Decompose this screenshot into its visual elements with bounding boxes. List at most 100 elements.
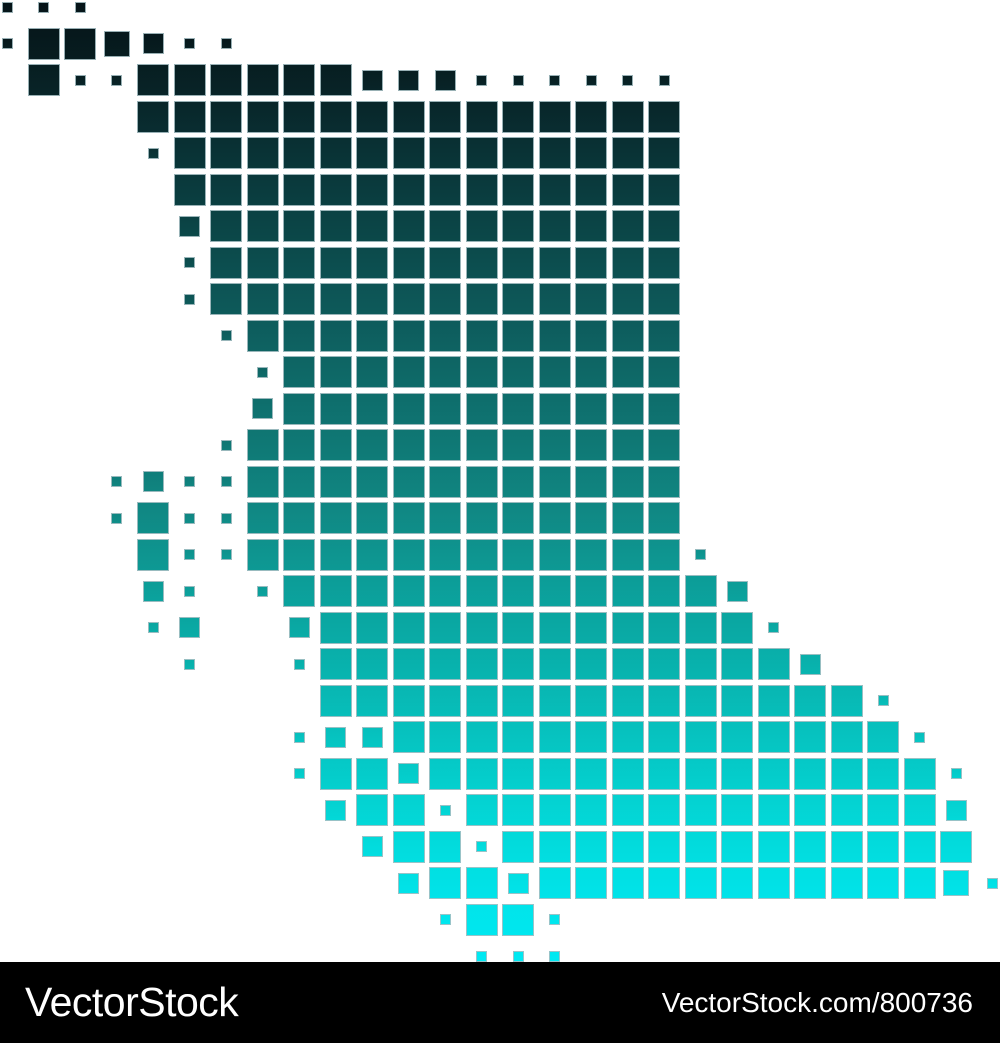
map-square (246, 137, 279, 169)
map-square (173, 100, 206, 133)
map-square (502, 173, 534, 206)
map-square (246, 502, 279, 534)
map-square (538, 648, 571, 680)
map-square (648, 100, 680, 133)
map-square (137, 538, 169, 571)
map-square (392, 283, 425, 315)
map-square (502, 465, 534, 498)
map-square (611, 319, 644, 352)
map-square (246, 64, 279, 96)
map-square (319, 137, 352, 169)
map-square (465, 757, 498, 790)
map-square (721, 611, 753, 644)
map-square (356, 137, 388, 169)
map-square (721, 648, 753, 680)
map-square (392, 794, 425, 826)
map-square (356, 757, 388, 790)
map-square (611, 210, 644, 242)
map-square (695, 549, 706, 560)
map-square (429, 137, 461, 169)
map-square (465, 867, 498, 899)
map-square (257, 585, 268, 597)
map-square (502, 210, 534, 242)
map-square (319, 64, 352, 96)
map-square (721, 684, 753, 717)
map-square (575, 575, 607, 607)
map-square (611, 575, 644, 607)
map-square (356, 465, 388, 498)
map-square (903, 757, 936, 790)
map-square (184, 658, 195, 670)
map-square (392, 502, 425, 534)
map-square (538, 319, 571, 352)
map-square (538, 283, 571, 315)
map-square (575, 283, 607, 315)
map-square (392, 100, 425, 133)
map-square (611, 648, 644, 680)
map-square (283, 538, 315, 571)
map-square (575, 356, 607, 388)
map-square (575, 137, 607, 169)
map-square (502, 757, 534, 790)
map-square (210, 210, 242, 242)
map-square (575, 648, 607, 680)
map-square (465, 137, 498, 169)
map-square (465, 429, 498, 461)
map-square (465, 392, 498, 425)
map-square (940, 830, 972, 863)
map-square (356, 392, 388, 425)
map-square (398, 69, 419, 91)
map-square (356, 575, 388, 607)
map-square (111, 476, 122, 487)
map-square (903, 794, 936, 826)
map-square (465, 465, 498, 498)
map-square (830, 721, 863, 753)
image-credit-text: VectorStock.com/800736 (661, 986, 973, 1018)
map-square (476, 74, 487, 86)
map-square (538, 246, 571, 279)
map-square (648, 356, 680, 388)
map-square (283, 100, 315, 133)
map-square (611, 100, 644, 133)
map-square (465, 903, 498, 936)
map-square (283, 64, 315, 96)
map-square (502, 794, 534, 826)
map-square (293, 768, 305, 779)
map-square (538, 429, 571, 461)
map-square (502, 538, 534, 571)
map-square (575, 465, 607, 498)
map-square (648, 867, 680, 899)
map-square (293, 731, 305, 743)
map-square (429, 538, 461, 571)
map-square (210, 100, 242, 133)
map-square (142, 471, 164, 492)
map-square (147, 622, 159, 633)
map-square (476, 950, 487, 962)
map-square (903, 867, 936, 899)
map-square (611, 538, 644, 571)
map-square (465, 246, 498, 279)
map-square (184, 257, 195, 268)
map-square (465, 721, 498, 753)
map-square (465, 538, 498, 571)
map-square (220, 38, 232, 49)
map-square (794, 794, 826, 826)
map-square (220, 549, 232, 560)
map-square (356, 356, 388, 388)
map-square (611, 502, 644, 534)
map-square (392, 465, 425, 498)
map-square (361, 836, 383, 857)
map-square (246, 538, 279, 571)
map-square (648, 684, 680, 717)
map-square (429, 210, 461, 242)
map-square (684, 648, 717, 680)
map-square (575, 611, 607, 644)
map-square (721, 830, 753, 863)
map-square (319, 356, 352, 388)
map-square (757, 830, 790, 863)
map-square (611, 246, 644, 279)
map-square (356, 794, 388, 826)
map-square (142, 580, 164, 602)
map-square (622, 74, 633, 86)
map-square (356, 502, 388, 534)
